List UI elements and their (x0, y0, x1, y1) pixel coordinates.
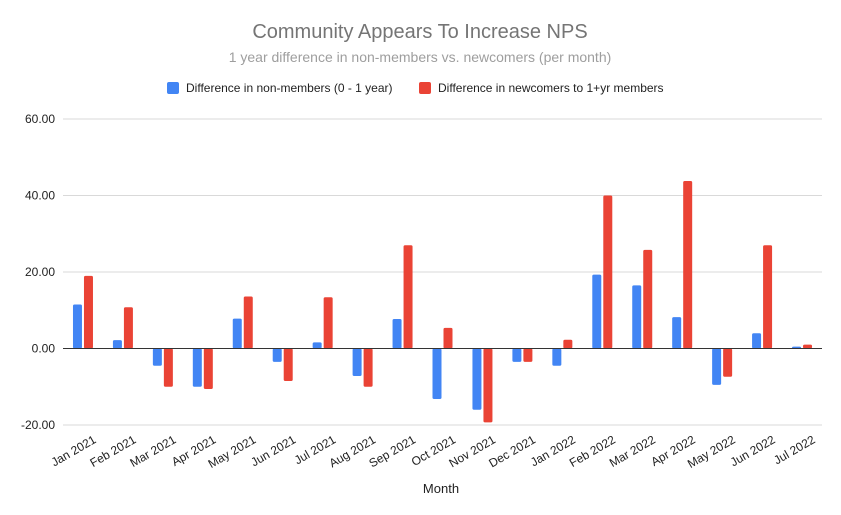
bar-newcomers-10 (483, 348, 493, 423)
bar-non-members-4 (232, 318, 242, 349)
bar-non-members-10 (472, 348, 482, 410)
bar-newcomers-15 (683, 180, 693, 349)
bar-series (72, 180, 813, 423)
bar-non-members-13 (592, 274, 602, 349)
x-tick-label: Mar 2021 (127, 432, 178, 470)
x-tick-label: Dec 2021 (486, 432, 538, 470)
bar-newcomers-2 (163, 348, 173, 387)
y-tick-label: -20.00 (21, 418, 55, 432)
bar-newcomers-18 (803, 344, 813, 349)
bar-non-members-17 (752, 333, 762, 349)
bar-non-members-8 (392, 319, 402, 349)
bar-newcomers-12 (563, 339, 573, 349)
bar-newcomers-0 (83, 275, 93, 349)
bar-newcomers-4 (243, 296, 253, 349)
bar-non-members-2 (152, 348, 162, 366)
bar-newcomers-9 (443, 327, 453, 349)
bar-newcomers-16 (723, 348, 733, 377)
bar-non-members-11 (512, 348, 522, 362)
bar-newcomers-6 (323, 297, 333, 349)
bar-newcomers-13 (603, 195, 613, 349)
legend-swatch-newcomers (419, 82, 431, 94)
y-tick-label: 20.00 (25, 265, 55, 279)
bar-non-members-0 (72, 304, 82, 349)
bar-non-members-14 (632, 285, 642, 349)
x-tick-label: Sep 2021 (367, 432, 419, 470)
y-tick-label: 60.00 (25, 112, 55, 126)
chart-title: Community Appears To Increase NPS (252, 21, 587, 43)
chart-legend: Difference in non-members (0 - 1 year) D… (167, 81, 664, 95)
bar-newcomers-1 (123, 307, 133, 349)
x-tick-label: Jul 2022 (771, 432, 818, 467)
bar-non-members-16 (712, 348, 722, 385)
bar-newcomers-8 (403, 245, 413, 349)
bar-newcomers-3 (203, 348, 213, 390)
y-tick-label: 40.00 (25, 189, 55, 203)
x-tick-label: Jun 2022 (728, 432, 778, 469)
bar-non-members-7 (352, 348, 362, 377)
y-tick-label: 0.00 (32, 342, 56, 356)
y-axis: -20.00 0.00 20.00 40.00 60.00 (21, 112, 55, 432)
bar-non-members-12 (552, 348, 562, 366)
bar-non-members-1 (112, 340, 122, 349)
bar-non-members-6 (312, 342, 322, 349)
x-tick-label: Mar 2022 (607, 432, 658, 470)
legend-label-non-members: Difference in non-members (0 - 1 year) (186, 81, 393, 95)
bar-newcomers-7 (363, 348, 373, 387)
legend-swatch-non-members (167, 82, 179, 94)
bar-non-members-9 (432, 348, 442, 399)
bar-non-members-3 (192, 348, 202, 387)
x-tick-label: Jun 2021 (248, 432, 298, 469)
bar-newcomers-11 (523, 348, 533, 362)
bar-newcomers-5 (283, 348, 293, 382)
x-axis-title: Month (423, 481, 459, 496)
chart-subtitle: 1 year difference in non-members vs. new… (229, 49, 612, 65)
bar-newcomers-14 (643, 249, 653, 349)
bar-non-members-15 (672, 317, 682, 349)
grid-lines (63, 118, 822, 426)
legend-label-newcomers: Difference in newcomers to 1+yr members (438, 81, 664, 95)
bar-non-members-5 (272, 348, 282, 362)
bar-newcomers-17 (763, 245, 773, 349)
